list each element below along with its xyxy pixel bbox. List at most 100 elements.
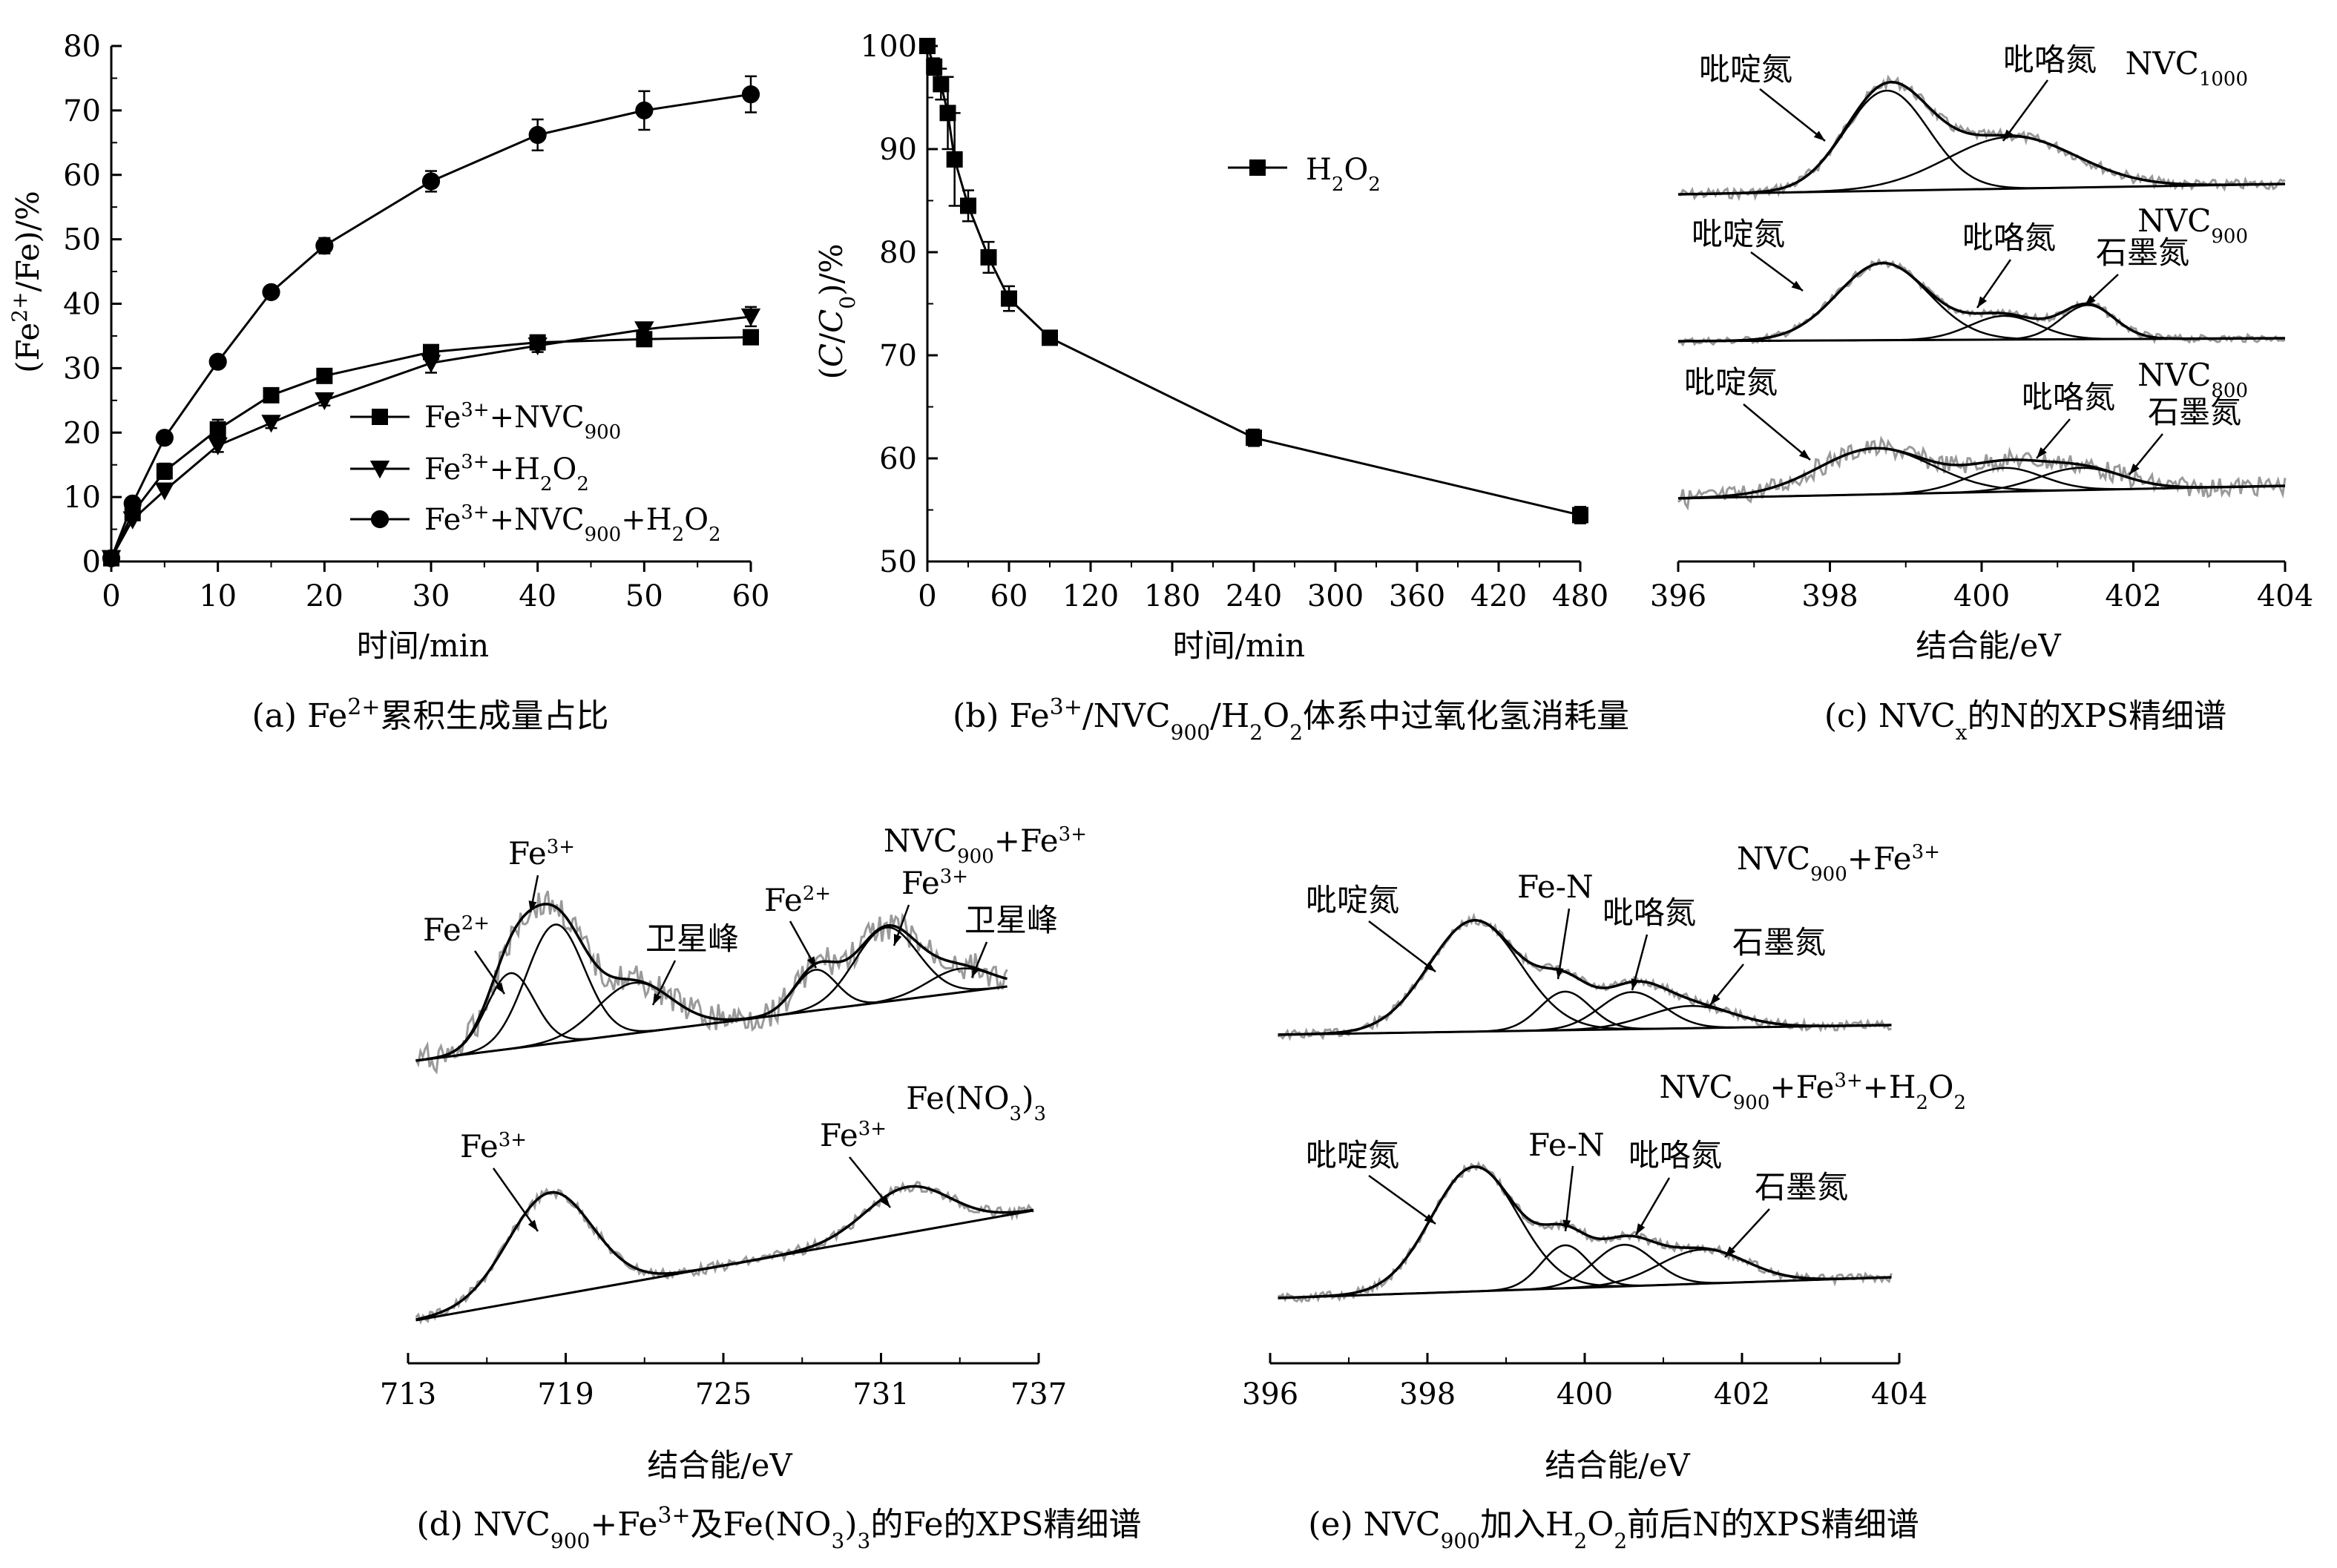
y-tick-label: 100 xyxy=(861,30,917,64)
data-point xyxy=(262,283,280,301)
series-line xyxy=(110,93,752,559)
peak-label: Fe3+ xyxy=(460,1128,527,1165)
x-tick-label: 404 xyxy=(1871,1377,1927,1411)
x-tick-label: 50 xyxy=(625,579,663,613)
peak-label: 吡咯氮 xyxy=(2003,42,2097,78)
arrow-head xyxy=(528,900,537,912)
raw-spectrum xyxy=(415,1180,1035,1325)
raw-spectrum xyxy=(415,890,1008,1075)
data-point xyxy=(528,125,547,144)
panel-c-xlabel: 结合能/eV xyxy=(1916,627,2061,664)
data-point xyxy=(209,421,226,438)
peak-label: 吡啶氮 xyxy=(1699,51,1792,88)
peak-label: 吡咯氮 xyxy=(1628,1137,1722,1173)
legend-marker xyxy=(1249,159,1266,176)
data-point xyxy=(980,248,997,266)
panel-e-spectra xyxy=(1277,912,1893,1304)
legend-marker xyxy=(370,510,390,529)
data-point xyxy=(156,463,173,480)
peak-label: Fe-N xyxy=(1528,1127,1605,1163)
annotation-arrow xyxy=(1743,403,1811,461)
peak-label: 吡啶氮 xyxy=(1306,1137,1399,1173)
x-tick-label: 30 xyxy=(412,579,450,613)
peak-label: 石墨氮 xyxy=(2096,234,2189,271)
data-point xyxy=(421,355,441,373)
component-peak xyxy=(415,967,1008,1062)
x-tick-label: 420 xyxy=(1470,579,1527,613)
data-point xyxy=(919,38,936,54)
arrow-head xyxy=(1813,131,1825,141)
peak-label: Fe3+ xyxy=(508,835,575,872)
data-point xyxy=(315,392,335,411)
x-tick-label: 120 xyxy=(1062,579,1119,613)
panel-b-ticks: 0 60 120 180 240 300 360 420 480 50 60 70 80 90 100 xyxy=(861,30,1609,613)
x-tick-label: 398 xyxy=(1399,1377,1456,1411)
legend-label: Fe3++H2O2 xyxy=(424,451,589,495)
x-tick-label: 0 xyxy=(918,579,936,613)
data-point xyxy=(102,549,121,567)
y-tick-label: 40 xyxy=(63,288,101,322)
legend-marker xyxy=(369,461,390,479)
spectrum-label: NVC1000 xyxy=(2126,45,2248,90)
arrow-head xyxy=(1424,961,1436,972)
component-peak xyxy=(1278,1244,1892,1299)
panel-c-caption: (c) NVCx的N的XPS精细谱 xyxy=(1824,697,2226,745)
x-tick-label: 713 xyxy=(380,1377,436,1411)
peak-label: 石墨氮 xyxy=(2148,394,2241,430)
arrow-head xyxy=(2085,294,2096,306)
x-tick-label: 396 xyxy=(1242,1377,1298,1411)
panel-a-legend: Fe3++NVC900 Fe3++H2O2 Fe3++NVC900+H2O2 xyxy=(350,399,721,546)
y-tick-label: 50 xyxy=(879,545,917,579)
panel-d-axes xyxy=(407,1353,1040,1365)
data-point xyxy=(933,76,950,93)
arrow-head xyxy=(1798,449,1810,460)
panel-a-ylabel: (Fe2+/Fe)/% xyxy=(7,191,47,373)
legend-label: Fe3++NVC900 xyxy=(424,399,621,444)
x-tick-label: 402 xyxy=(1714,1377,1770,1411)
y-tick-label: 10 xyxy=(63,481,101,515)
data-point xyxy=(743,329,759,346)
arrow-head xyxy=(893,934,902,946)
panel-a-ticks: 0 10 20 30 40 50 60 0 10 20 30 40 50 60 70 80 xyxy=(63,30,769,613)
panel-d-caption: (d) NVC900+Fe3+及Fe(NO3)3的Fe的XPS精细谱 xyxy=(416,1503,1141,1553)
peak-label: 吡咯氮 xyxy=(2022,379,2115,415)
arrow-head xyxy=(1631,978,1640,990)
legend-label: H2O2 xyxy=(1306,153,1381,196)
arrow-head xyxy=(1725,1246,1736,1257)
spectrum-label: NVC900+Fe3+ xyxy=(884,823,1087,868)
arrow-head xyxy=(1791,280,1803,291)
panel-e-chart: 396 398 400 402 404 NVC900+Fe3+ NVC900+Fe3++H… xyxy=(1242,840,1966,1553)
peak-label: 卫星峰 xyxy=(964,902,1058,938)
y-tick-label: 20 xyxy=(63,416,101,450)
fitted-envelope xyxy=(1677,261,2286,343)
fitted-envelope xyxy=(415,1185,1034,1321)
y-tick-label: 70 xyxy=(63,94,101,128)
arrow-head xyxy=(972,966,980,978)
x-tick-label: 737 xyxy=(1010,1377,1067,1411)
annotation-arrow xyxy=(1557,908,1571,980)
fitted-envelope xyxy=(1278,919,1892,1036)
x-tick-label: 60 xyxy=(732,579,770,613)
y-tick-label: 80 xyxy=(879,236,917,270)
data-point xyxy=(154,482,175,501)
x-tick-label: 719 xyxy=(537,1377,594,1411)
peak-label: Fe-N xyxy=(1517,869,1594,905)
arrow-head xyxy=(1710,993,1720,1005)
x-tick-label: 360 xyxy=(1389,579,1445,613)
panel-d-spectra xyxy=(415,890,1035,1325)
data-point xyxy=(634,321,654,340)
panel-a-chart: 0 10 20 30 40 50 60 0 10 20 30 40 50 60 70 80 Fe3++NVC9… xyxy=(7,30,770,735)
peak-label: 吡咯氮 xyxy=(1962,220,2056,256)
data-point xyxy=(208,437,228,455)
x-tick-label: 400 xyxy=(1953,579,2010,613)
peak-label: 卫星峰 xyxy=(645,920,739,957)
data-point xyxy=(960,197,976,214)
legend-label: Fe3++NVC900+H2O2 xyxy=(424,501,721,546)
fitted-envelope xyxy=(1677,447,2286,500)
spectrum-label: NVC900 xyxy=(2137,202,2248,248)
panel-e-ticks: 396 398 400 402 404 xyxy=(1242,1377,1927,1411)
